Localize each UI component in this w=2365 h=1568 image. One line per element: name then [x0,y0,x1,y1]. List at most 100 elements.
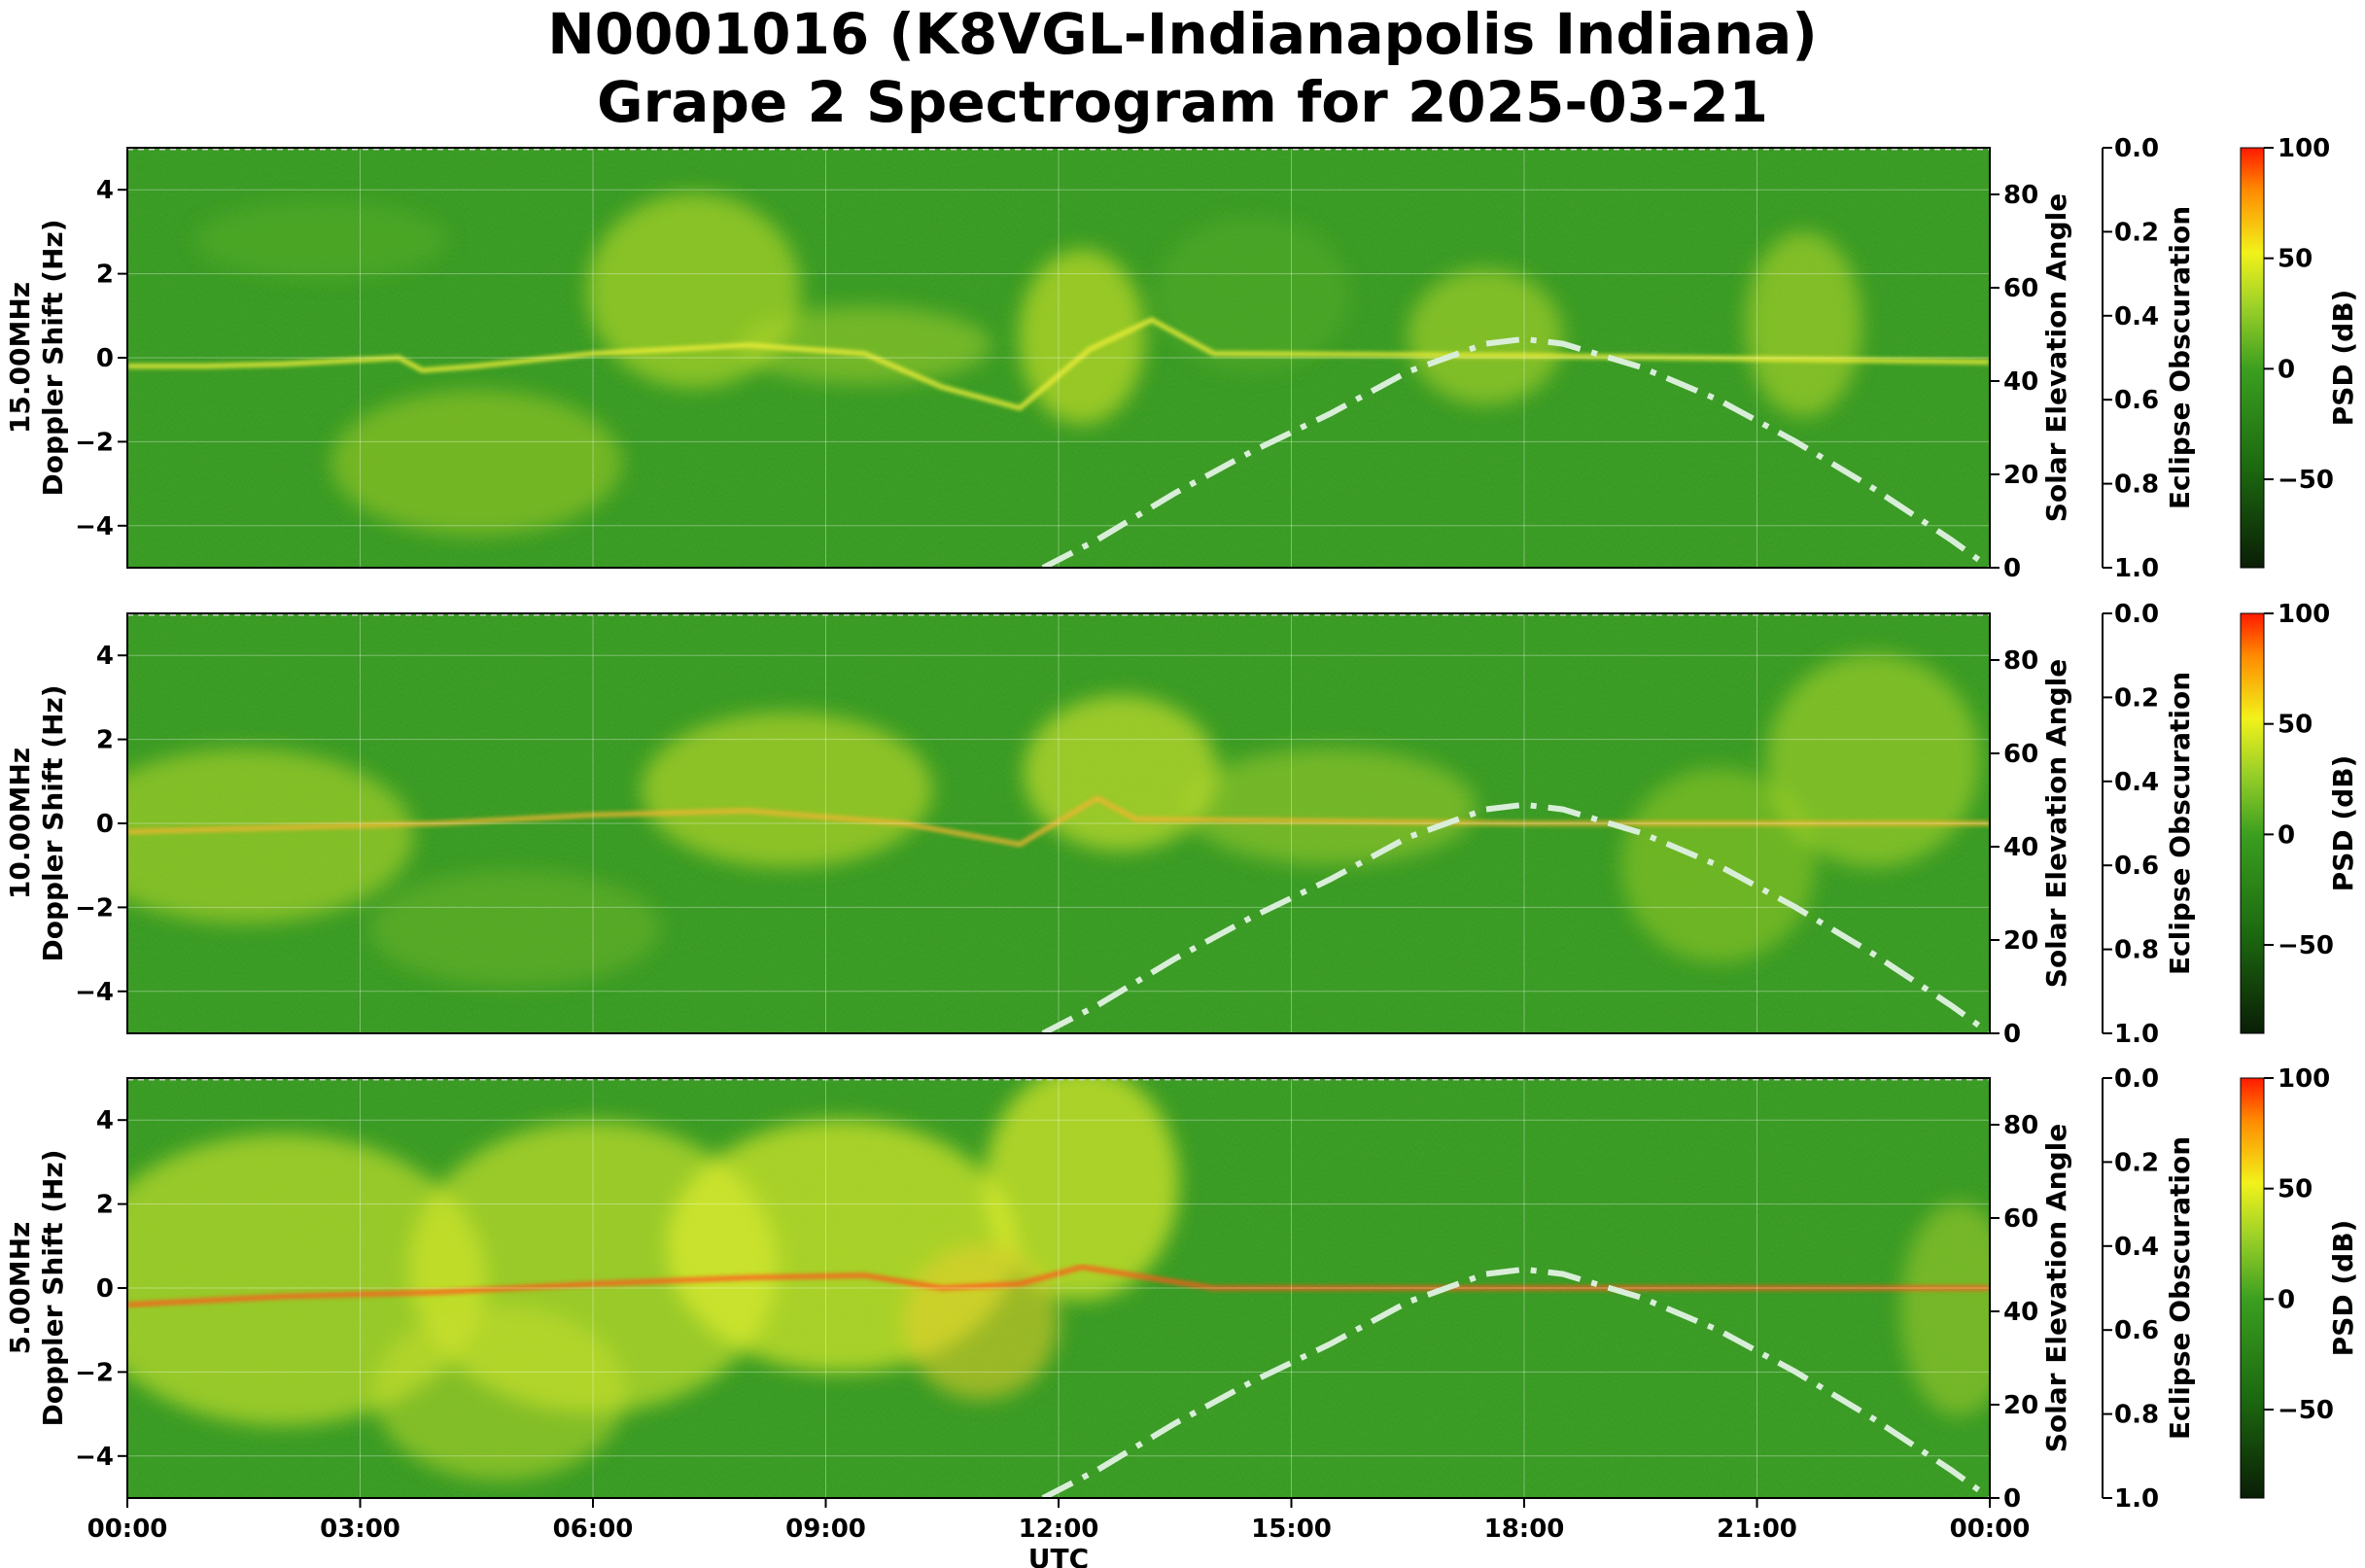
solar-elevation-curve [1041,1266,1990,1498]
y-tick-label: −2 [75,428,114,457]
colorbar-gradient [2240,147,2265,569]
elevation-tick-label: 80 [2003,1111,2038,1140]
y-tick-label: 2 [96,1191,114,1220]
colorbar-tick-label: 100 [2278,1064,2330,1094]
eclipse-tick-label: 0.6 [2114,1316,2159,1345]
chart-title-line1: N0001016 (K8VGL-Indianapolis Indiana) [547,1,1818,67]
signal-region [1900,1202,1990,1416]
signal-region [369,870,662,987]
colorbar-gradient [2240,1077,2265,1499]
eclipse-tick-label: 0.2 [2114,1148,2159,1177]
signal-region [1408,268,1564,405]
elevation-tick-label: 60 [2003,740,2038,769]
colorbar-tick-label: 0 [2278,355,2295,384]
carrier-trace [127,317,1990,411]
colorbar-tick-label: −50 [2278,931,2334,960]
x-tick-label: 09:00 [785,1515,866,1544]
right-y-axis: 80 60 40 20 0 Solar Elevation Angle [1990,1111,2072,1514]
colorbar-tick-label: 50 [2278,711,2313,740]
signal-region [1620,768,1816,963]
y-tick-label: 0 [96,344,114,373]
elevation-tick-label: 0 [2003,1484,2021,1514]
elevation-tick-label: 0 [2003,554,2021,583]
elevation-tick-label: 20 [2003,461,2038,490]
chart-title-line2: Grape 2 Spectrogram for 2025-03-21 [597,69,1768,135]
eclipse-tick-label: 0.4 [2114,302,2159,331]
panel-1: 420−2−415.00MHzDoppler Shift (Hz)8060402… [4,134,2359,583]
y-tick-label: 4 [96,642,114,671]
x-tick-label: 18:00 [1484,1515,1565,1544]
y-axis-label: 15.00MHzDoppler Shift (Hz) [4,219,69,496]
elevation-tick-label: 40 [2003,367,2038,397]
colorbar-tick-label: −50 [2278,466,2334,495]
eclipse-axis: 0.0 0.2 0.4 0.6 0.8 1.0 Eclipse Obscuration [2102,134,2196,583]
elevation-tick-label: 40 [2003,1298,2038,1327]
eclipse-tick-label: 0.6 [2114,852,2159,881]
colorbar: 100 50 0 −50 PSD (dB) [2240,134,2359,569]
x-tick-label: 00:00 [1950,1515,2031,1544]
signal-regions [194,192,1862,536]
elevation-tick-label: 0 [2003,1020,2021,1049]
colorbar-label: PSD (dB) [2327,1220,2359,1357]
signal-region [1018,249,1145,425]
spectrogram-2 [127,613,1990,1033]
elevation-axis-label: Solar Elevation Angle [2040,659,2072,988]
spectrogram-1 [127,148,1990,568]
colorbar-tick-label: 50 [2278,1175,2313,1204]
y-tick-label: 2 [96,726,114,755]
right-y-axis: 80 60 40 20 0 Solar Elevation Angle [1990,646,2072,1049]
y-tick-label: −2 [75,1358,114,1387]
x-axis: 00:00 03:00 06:00 09:00 12:00 15:00 18:00 21:00… [87,1498,2031,1568]
y-axis-label: 10.00MHzDoppler Shift (Hz) [4,684,69,961]
signal-region [1184,748,1477,865]
signal-regions [127,1078,1990,1481]
eclipse-tick-label: 0.4 [2114,768,2159,797]
doppler-label: Doppler Shift (Hz) [37,219,69,496]
eclipse-tick-label: 0.4 [2114,1233,2159,1262]
doppler-label: Doppler Shift (Hz) [37,1149,69,1426]
eclipse-tick-label: 0.8 [2114,1401,2159,1430]
colorbar-gradient [2240,612,2265,1034]
y-tick-label: 0 [96,1274,114,1304]
carrier-trace [127,1264,1990,1307]
signal-region [984,1078,1179,1300]
eclipse-tick-label: 0.6 [2114,386,2159,415]
eclipse-axis: 0.0 0.2 0.4 0.6 0.8 1.0 Eclipse Obscuration [2102,1064,2196,1514]
signal-region [330,390,623,536]
eclipse-axis-label: Eclipse Obscuration [2164,206,2196,509]
eclipse-tick-label: 0.2 [2114,218,2159,247]
signal-region [1766,653,1981,868]
y-tick-label: 4 [96,176,114,205]
colorbar-tick-label: 0 [2278,820,2295,850]
colorbar-label: PSD (dB) [2327,290,2359,427]
panel-frequency-label: 10.00MHz [4,748,36,899]
eclipse-tick-label: 0.2 [2114,683,2159,713]
signal-region [373,1306,627,1481]
eclipse-axis-label: Eclipse Obscuration [2164,1136,2196,1440]
colorbar: 100 50 0 −50 PSD (dB) [2240,600,2359,1034]
eclipse-tick-label: 0.0 [2114,134,2159,163]
signal-region [127,748,414,923]
elevation-tick-label: 80 [2003,181,2038,210]
signal-region [738,306,991,385]
x-tick-label: 12:00 [1019,1515,1099,1544]
signal-region [1155,217,1350,373]
solar-elevation-curve [1041,801,1990,1033]
left-y-axis: 420−2−410.00MHzDoppler Shift (Hz) [4,642,127,1007]
colorbar-tick-label: 100 [2278,134,2330,163]
y-tick-label: −4 [75,1443,114,1472]
signal-region [194,201,448,280]
left-y-axis: 420−2−45.00MHzDoppler Shift (Hz) [4,1106,127,1472]
left-y-axis: 420−2−415.00MHzDoppler Shift (Hz) [4,176,127,541]
right-y-axis: 80 60 40 20 0 Solar Elevation Angle [1990,181,2072,583]
y-tick-label: 4 [96,1106,114,1135]
eclipse-tick-label: 0.0 [2114,600,2159,629]
colorbar-tick-label: 50 [2278,245,2313,274]
elevation-axis-label: Solar Elevation Angle [2040,1124,2072,1452]
eclipse-tick-label: 0.8 [2114,470,2159,500]
colorbar-tick-label: 0 [2278,1285,2295,1314]
x-tick-label: 15:00 [1251,1515,1332,1544]
panel-2: 420−2−410.00MHzDoppler Shift (Hz)8060402… [4,600,2359,1049]
eclipse-tick-label: 1.0 [2114,1020,2159,1049]
